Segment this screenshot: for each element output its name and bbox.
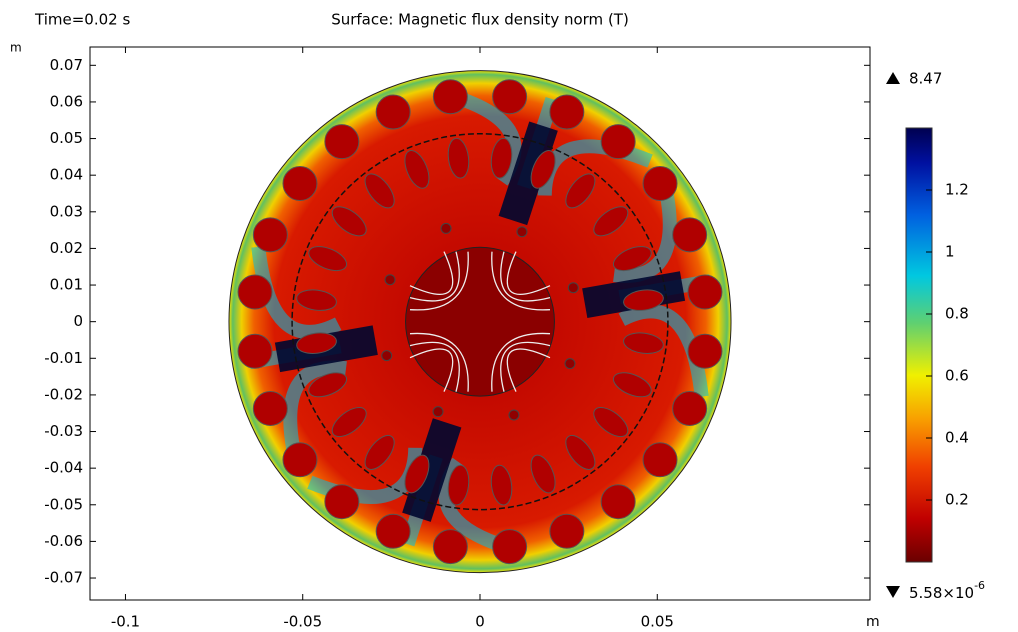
outer-slot — [601, 125, 635, 159]
y-tick-label: 0.06 — [50, 92, 83, 110]
y-tick-label: -0.02 — [44, 385, 83, 403]
color-bar — [906, 128, 932, 562]
rotor-hole — [509, 410, 519, 420]
chart: Time=0.02 s Surface: Magnetic flux densi… — [0, 0, 1018, 632]
outer-slot — [325, 485, 359, 519]
outer-slot — [433, 530, 467, 564]
outer-slot — [283, 443, 317, 477]
y-tick-label: -0.05 — [44, 495, 83, 513]
min-label: 5.58×10-6 — [909, 579, 985, 602]
chart-title: Surface: Magnetic flux density norm (T) — [331, 11, 629, 29]
y-tick-label: -0.07 — [44, 569, 83, 587]
outer-slot — [376, 514, 410, 548]
rotor-hole — [568, 283, 578, 293]
min-marker — [886, 586, 900, 598]
outer-slot — [493, 80, 527, 114]
outer-slot — [601, 485, 635, 519]
rotor-hole — [385, 275, 395, 285]
colorbar-tick-label: 1 — [945, 243, 955, 261]
outer-slot — [238, 275, 272, 309]
min-mantissa: 5.58×10 — [909, 584, 974, 602]
time-label: Time=0.02 s — [34, 11, 130, 29]
outer-slot — [643, 443, 677, 477]
x-tick-label: -0.1 — [111, 613, 140, 631]
outer-slot — [643, 167, 677, 201]
y-tick-label: 0.07 — [50, 56, 83, 74]
outer-slot — [433, 80, 467, 114]
x-tick-label: 0.05 — [641, 613, 674, 631]
outer-slot — [238, 334, 272, 368]
x-tick-label: 0 — [475, 613, 485, 631]
y-tick-label: -0.04 — [44, 459, 83, 477]
rotor-hole — [517, 227, 527, 237]
max-marker — [886, 72, 900, 84]
y-tick-label: -0.06 — [44, 532, 83, 550]
min-exponent: -6 — [974, 579, 985, 592]
outer-slot — [673, 392, 707, 426]
x-unit: m — [866, 614, 880, 630]
rotor-hole — [565, 359, 575, 369]
y-tick-label: 0.05 — [50, 129, 83, 147]
colorbar-tick-label: 0.4 — [945, 429, 969, 447]
outer-slot — [550, 95, 584, 129]
y-tick-label: 0 — [73, 312, 83, 330]
outer-slot — [283, 167, 317, 201]
y-tick-label: -0.01 — [44, 349, 83, 367]
y-tick-label: 0.02 — [50, 239, 83, 257]
outer-slot — [253, 218, 287, 252]
outer-slot — [550, 514, 584, 548]
outer-slot — [688, 334, 722, 368]
colorbar-tick-label: 0.8 — [945, 305, 969, 323]
y-tick-label: 0.01 — [50, 276, 83, 294]
x-tick-label: -0.05 — [283, 613, 322, 631]
rotor-hole — [433, 407, 443, 417]
outer-slot — [325, 125, 359, 159]
outer-slot — [493, 530, 527, 564]
outer-slot — [688, 275, 722, 309]
field-plot — [229, 71, 731, 573]
rotor-hole — [382, 351, 392, 361]
rotor-hole — [441, 223, 451, 233]
max-label: 8.47 — [909, 70, 942, 88]
y-tick-label: 0.03 — [50, 202, 83, 220]
y-tick-label: -0.03 — [44, 422, 83, 440]
y-tick-label: 0.04 — [50, 166, 83, 184]
rotor — [406, 247, 555, 396]
colorbar-tick-label: 0.6 — [945, 367, 969, 385]
colorbar-tick-label: 1.2 — [945, 181, 969, 199]
outer-slot — [673, 218, 707, 252]
y-unit: m — [10, 41, 22, 55]
outer-slot — [376, 95, 410, 129]
colorbar-tick-label: 0.2 — [945, 491, 969, 509]
outer-slot — [253, 392, 287, 426]
